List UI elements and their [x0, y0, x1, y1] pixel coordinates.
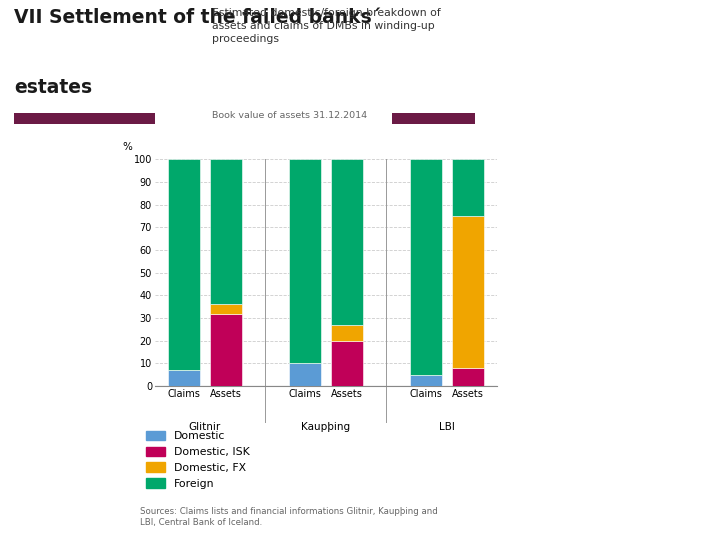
Bar: [330, 325, 363, 341]
Bar: [289, 159, 321, 363]
Bar: [168, 370, 200, 386]
Bar: [451, 368, 484, 386]
Bar: [330, 341, 363, 386]
Bar: [410, 159, 441, 375]
Legend: Domestic, Domestic, ISK, Domestic, FX, Foreign: Domestic, Domestic, ISK, Domestic, FX, F…: [146, 431, 250, 489]
Text: estates: estates: [14, 78, 93, 97]
Text: Glitnir: Glitnir: [189, 422, 221, 433]
Bar: [410, 375, 441, 386]
Text: Estimated domestic/foreign breakdown of
assets and claims of DMBs in winding-up
: Estimated domestic/foreign breakdown of …: [212, 8, 441, 44]
Bar: [451, 159, 484, 216]
Bar: [210, 314, 242, 386]
Bar: [168, 159, 200, 370]
Bar: [330, 159, 363, 325]
Bar: [451, 216, 484, 368]
Text: LBI: LBI: [438, 422, 454, 433]
Text: %: %: [122, 143, 132, 152]
Text: Book value of assets 31.12.2014: Book value of assets 31.12.2014: [212, 111, 367, 120]
Bar: [289, 363, 321, 386]
Text: Kaupþing: Kaupþing: [301, 422, 351, 433]
Bar: [210, 159, 242, 305]
Text: VII Settlement of the failed banks´: VII Settlement of the failed banks´: [14, 8, 382, 27]
Bar: [210, 305, 242, 314]
Text: Sources: Claims lists and financial informations Glitnir, Kaupþing and
LBI, Cent: Sources: Claims lists and financial info…: [140, 507, 438, 526]
